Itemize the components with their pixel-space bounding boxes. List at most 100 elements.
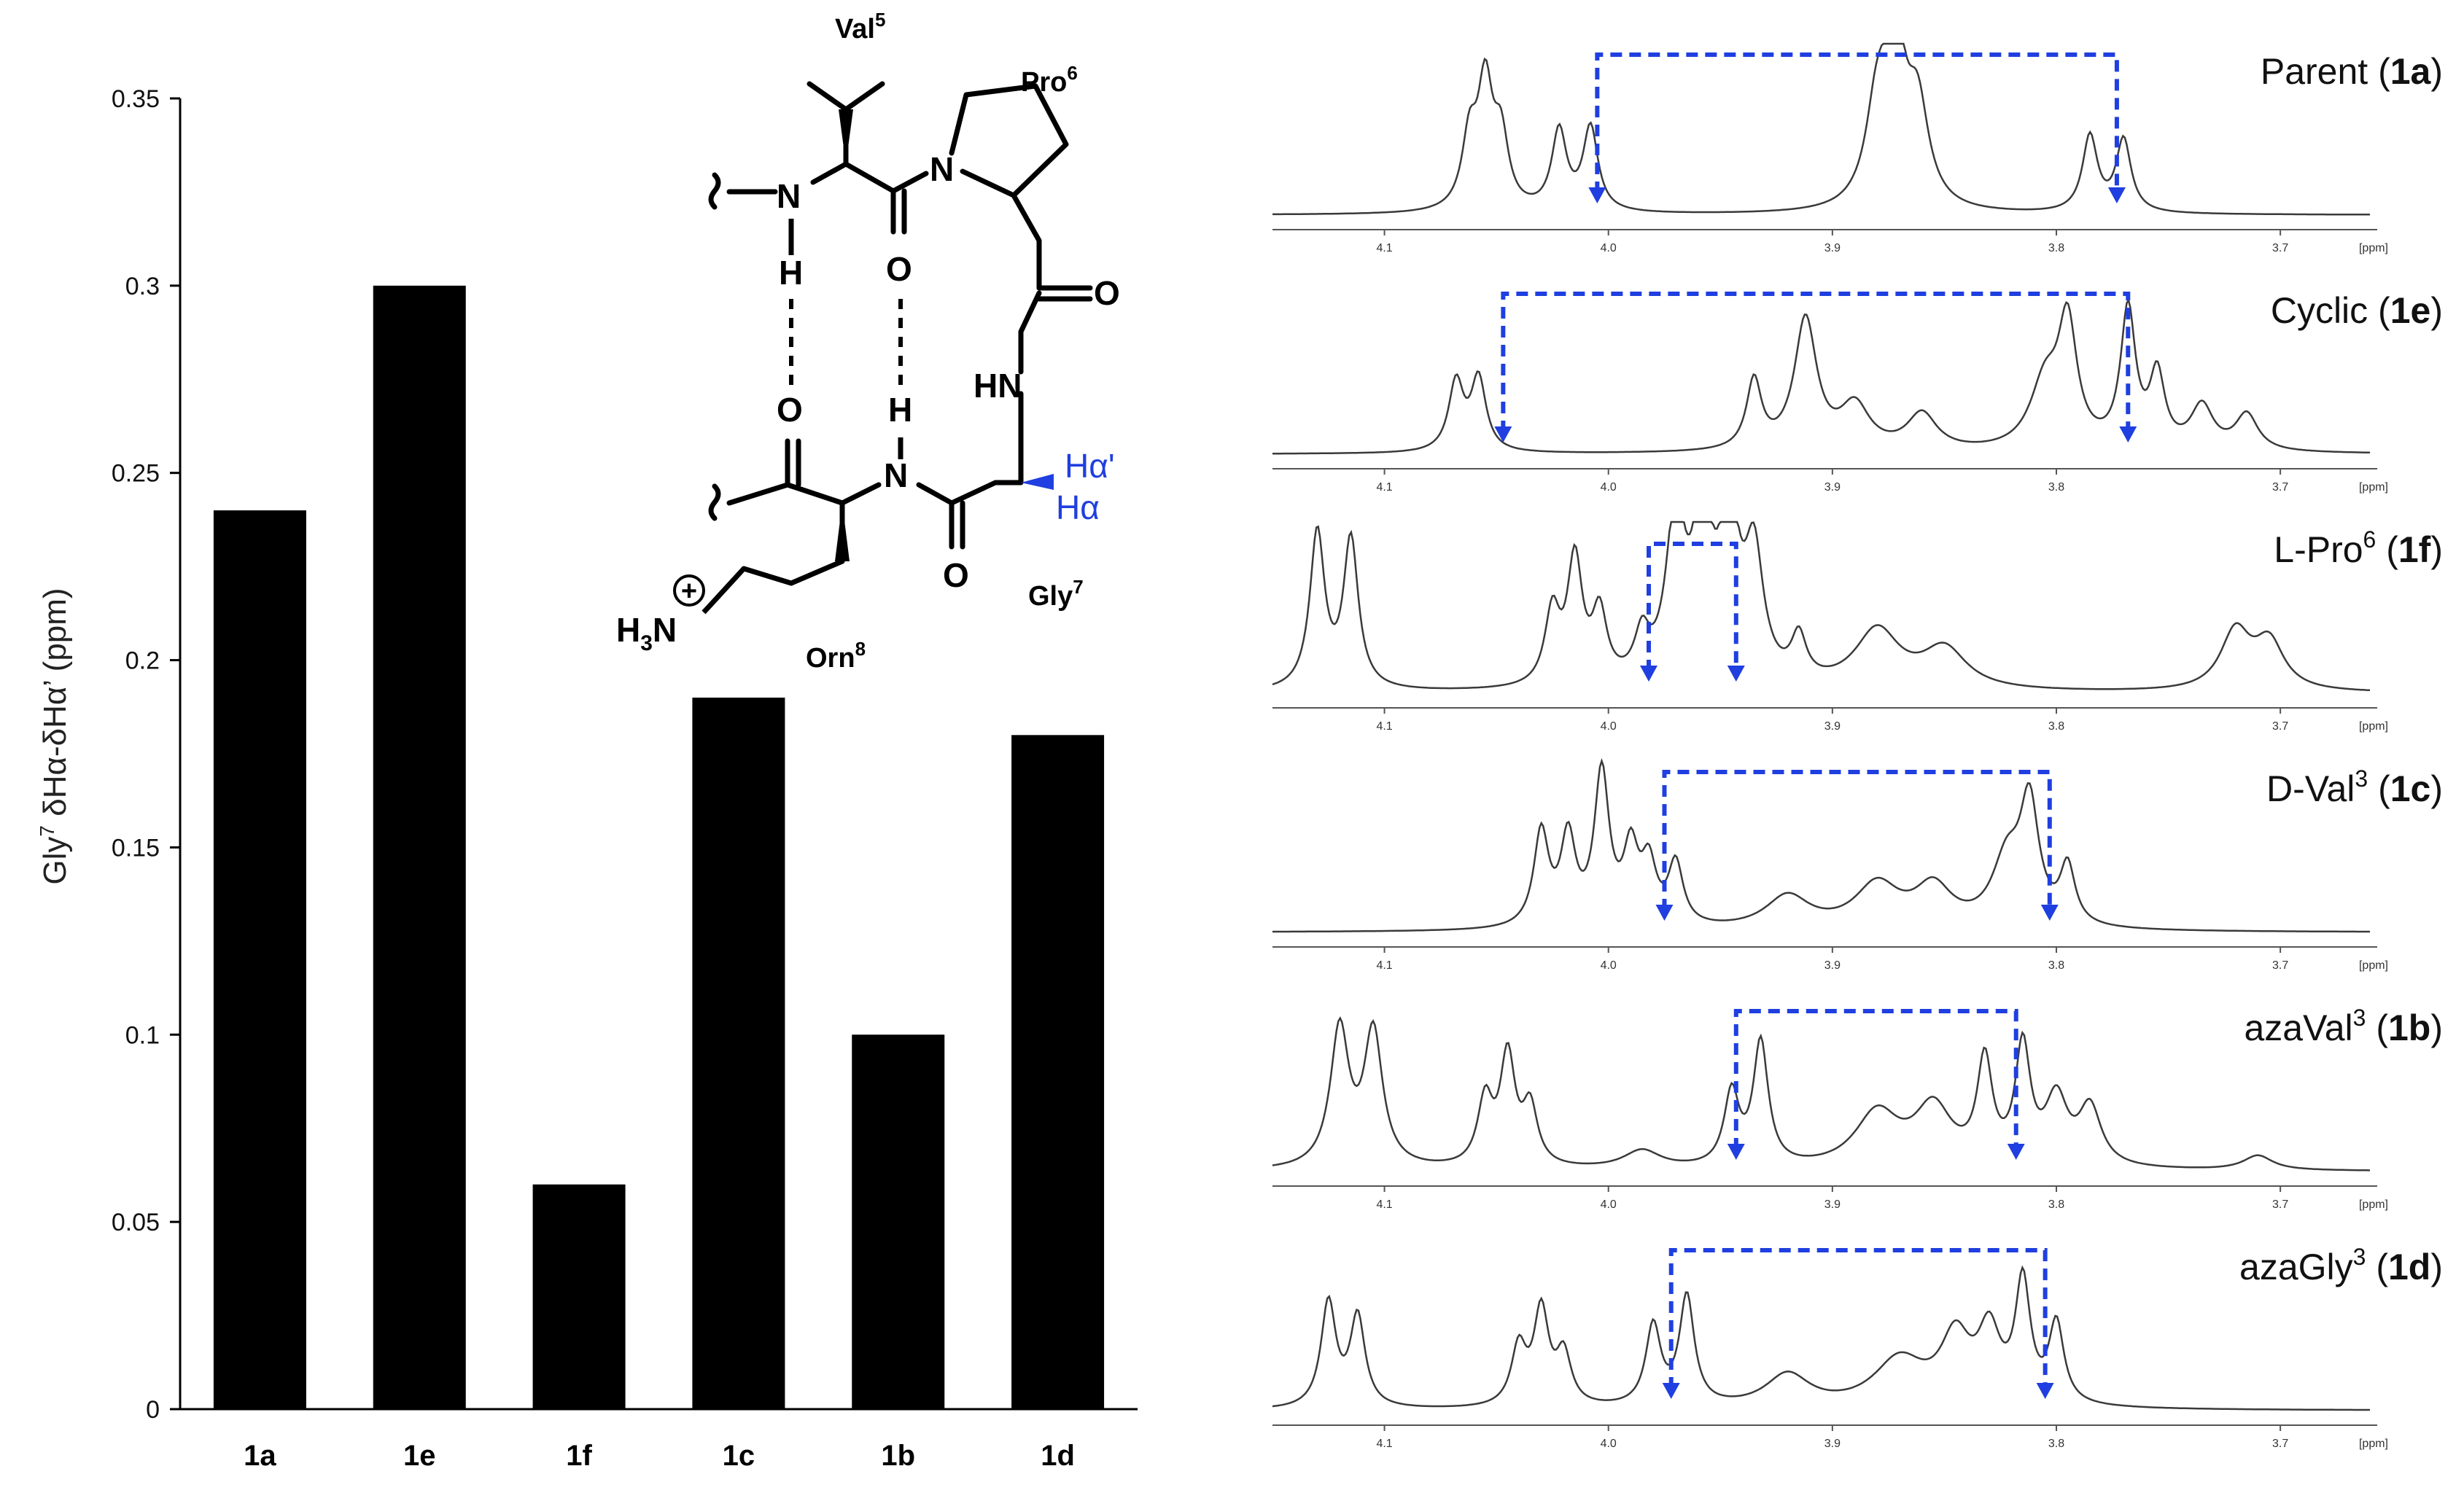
spectrum-label: Cyclic (1e) bbox=[2271, 290, 2443, 331]
y-tick-label: 0 bbox=[146, 1396, 160, 1424]
category-label: 1e bbox=[403, 1440, 436, 1472]
ppm-tick-label: 4.0 bbox=[1601, 481, 1617, 494]
arrow-head bbox=[1640, 666, 1657, 682]
ppm-tick-label: 4.0 bbox=[1601, 242, 1617, 254]
ppm-tick-label: 3.8 bbox=[2048, 481, 2064, 494]
atom-o3: O bbox=[1094, 274, 1120, 312]
bar-1b bbox=[852, 1034, 945, 1409]
ppm-unit-label: [ppm] bbox=[2359, 1198, 2388, 1211]
spectrum-trace bbox=[1272, 521, 2371, 692]
spectrum-label: azaVal3 (1b) bbox=[2244, 1005, 2443, 1048]
spectrum-label: D-Val3 (1c) bbox=[2266, 765, 2443, 809]
ppm-tick-label: 3.8 bbox=[2048, 1438, 2064, 1450]
arrow-head bbox=[1588, 187, 1606, 203]
coupling-bracket bbox=[1595, 52, 2119, 193]
ppm-tick-label: 4.1 bbox=[1376, 959, 1392, 972]
ppm-tick-label: 3.9 bbox=[1824, 959, 1841, 972]
y-tick-label: 0.1 bbox=[125, 1021, 160, 1049]
arrow-head bbox=[2007, 1144, 2025, 1160]
atom-o1: O bbox=[777, 391, 803, 429]
category-label: 1d bbox=[1041, 1440, 1075, 1472]
orn-label: Orn8 bbox=[806, 638, 866, 674]
arrow-head bbox=[2107, 187, 2126, 203]
arrow-head bbox=[1727, 1144, 1745, 1160]
ppm-tick-label: 3.8 bbox=[2048, 959, 2064, 972]
plus-charge: + bbox=[681, 576, 697, 607]
bar-1f bbox=[532, 1184, 626, 1409]
category-label: 1b bbox=[881, 1440, 915, 1472]
ppm-tick-label: 4.1 bbox=[1376, 242, 1392, 254]
ammonium-bond bbox=[701, 566, 746, 615]
y-tick-label: 0.2 bbox=[125, 647, 160, 675]
ppm-tick-label: 3.9 bbox=[1824, 1198, 1841, 1211]
y-tick-label: 0.35 bbox=[112, 85, 160, 113]
ppm-tick-label: 3.7 bbox=[2272, 242, 2288, 254]
category-label: 1f bbox=[566, 1440, 592, 1472]
spectrum-panel-1b: 4.1 4.0 3.9 3.8 3.7 [ppm] azaVal3 (1b) bbox=[1272, 1005, 2443, 1211]
spectrum-trace bbox=[1272, 297, 2370, 455]
atom-n1: N bbox=[777, 177, 801, 215]
y-axis-label: Gly7 δHα-δHα’ (ppm) bbox=[36, 588, 73, 884]
h-alpha-label: Hα bbox=[1056, 488, 1100, 526]
arrow-head bbox=[1494, 426, 1512, 442]
bars bbox=[213, 285, 1105, 1409]
ppm-tick-label: 4.0 bbox=[1601, 720, 1617, 733]
ppm-unit-label: [ppm] bbox=[2359, 1438, 2388, 1450]
orn-wedge bbox=[835, 503, 850, 561]
hydrogen-bonds bbox=[789, 299, 903, 394]
bar-1e bbox=[373, 285, 466, 1409]
ppm-tick-label: 3.7 bbox=[2272, 1198, 2288, 1211]
peptide-structure-diagram: Val5 Pro6 Gly7 Orn8 N H O N O HN O H N O… bbox=[616, 9, 1120, 674]
ppm-tick-label: 4.0 bbox=[1601, 1198, 1617, 1211]
plus-charge-circle bbox=[673, 574, 705, 607]
ppm-tick-label: 4.1 bbox=[1376, 1438, 1392, 1450]
ppm-tick-label: 4.0 bbox=[1601, 959, 1617, 972]
coupling-bracket bbox=[1668, 1248, 2048, 1389]
ppm-tick-label: 4.1 bbox=[1376, 481, 1392, 494]
ppm-tick-label: 3.7 bbox=[2272, 720, 2288, 733]
atom-n2: N bbox=[930, 150, 954, 188]
nmr-spectra-stack: 4.1 4.0 3.9 3.8 3.7 [ppm] Parent (1a) 4.1 4.0 3.9… bbox=[1272, 42, 2443, 1450]
spectrum-trace bbox=[1272, 1016, 2370, 1171]
y-tick-label: 0.25 bbox=[112, 460, 160, 488]
ppm-tick-label: 3.9 bbox=[1824, 481, 1841, 494]
spectrum-panel-1a: 4.1 4.0 3.9 3.8 3.7 [ppm] Parent (1a) bbox=[1272, 42, 2443, 254]
ppm-unit-label: [ppm] bbox=[2359, 242, 2388, 254]
coupling-bracket bbox=[1647, 542, 1738, 671]
atom-hn: HN bbox=[973, 367, 1022, 405]
ppm-unit-label: [ppm] bbox=[2359, 720, 2388, 733]
atom-h2: H bbox=[888, 391, 912, 429]
ppm-tick-label: 4.0 bbox=[1601, 1438, 1617, 1450]
coupling-bracket bbox=[1733, 1009, 2018, 1150]
structure-bonds bbox=[708, 81, 1093, 586]
h-alpha-prime-label: Hα' bbox=[1065, 447, 1115, 485]
ppm-tick-label: 3.9 bbox=[1824, 720, 1841, 733]
bar-1d bbox=[1011, 735, 1105, 1409]
category-label: 1c bbox=[723, 1440, 755, 1472]
spectrum-panel-1d: 4.1 4.0 3.9 3.8 3.7 [ppm] azaGly3 (1d) bbox=[1272, 1244, 2443, 1450]
y-axis-ticks: 0 0.05 0.1 0.15 0.2 0.25 0.3 0.35 bbox=[112, 85, 180, 1424]
atom-o5: O bbox=[943, 556, 969, 594]
atom-h1: H bbox=[779, 254, 803, 292]
ppm-tick-label: 3.7 bbox=[2272, 1438, 2288, 1450]
val-label: Val5 bbox=[835, 9, 885, 44]
spectrum-label: azaGly3 (1d) bbox=[2239, 1244, 2443, 1287]
bar-1c bbox=[692, 697, 785, 1409]
y-tick-label: 0.15 bbox=[112, 834, 160, 862]
category-label: 1a bbox=[244, 1440, 276, 1472]
ppm-tick-label: 3.8 bbox=[2048, 242, 2064, 254]
spectrum-panel-1c: 4.1 4.0 3.9 3.8 3.7 [ppm] D-Val3 (1c) bbox=[1272, 757, 2443, 972]
y-tick-label: 0.05 bbox=[112, 1209, 160, 1236]
spectrum-trace bbox=[1272, 1265, 2370, 1411]
arrow-head bbox=[1655, 905, 1674, 921]
ppm-tick-label: 3.7 bbox=[2272, 959, 2288, 972]
arrow-head bbox=[2040, 905, 2059, 921]
y-tick-label: 0.3 bbox=[125, 273, 160, 300]
ppm-tick-label: 3.9 bbox=[1824, 242, 1841, 254]
coupling-bracket bbox=[1662, 770, 2052, 911]
category-labels: 1a 1e 1f 1c 1b 1d bbox=[244, 1440, 1075, 1472]
arrow-head bbox=[2036, 1383, 2054, 1399]
gly-label: Gly7 bbox=[1028, 576, 1084, 612]
spectrum-trace bbox=[1272, 42, 2370, 216]
